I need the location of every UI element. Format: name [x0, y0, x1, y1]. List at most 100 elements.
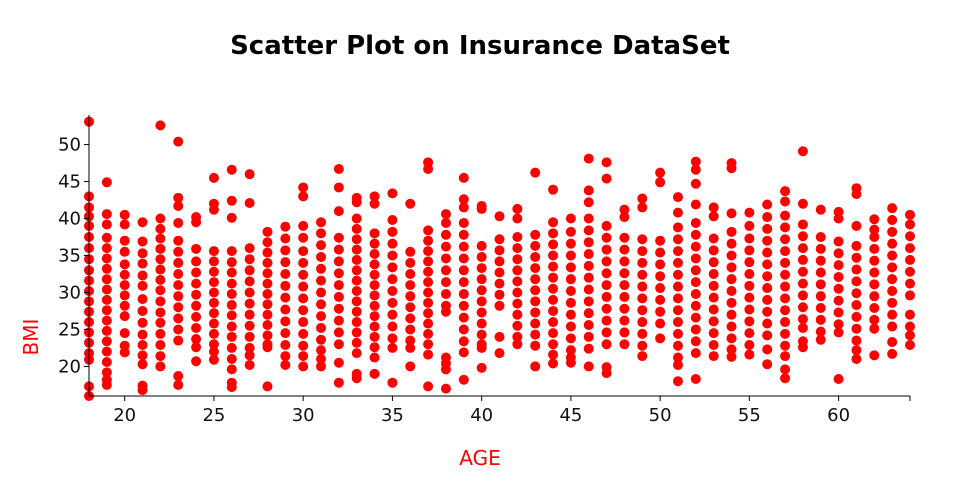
- scatter-point: [833, 319, 844, 330]
- scatter-point: [405, 335, 416, 346]
- scatter-point: [601, 315, 612, 326]
- scatter-point: [815, 291, 826, 302]
- scatter-point: [262, 320, 273, 331]
- scatter-point: [601, 220, 612, 231]
- scatter-point: [512, 243, 523, 254]
- scatter-point: [530, 240, 541, 251]
- scatter-point: [101, 294, 112, 305]
- scatter-point: [351, 327, 362, 338]
- scatter-point: [137, 339, 148, 350]
- scatter-point: [548, 305, 559, 316]
- scatter-point: [762, 294, 773, 305]
- scatter-point: [244, 298, 255, 309]
- scatter-point: [316, 322, 327, 333]
- scatter-point: [101, 305, 112, 316]
- scatter-point: [869, 243, 880, 254]
- scatter-point: [155, 328, 166, 339]
- scatter-point: [869, 214, 880, 225]
- scatter-point: [119, 280, 130, 291]
- scatter-point: [797, 322, 808, 333]
- scatter-point: [869, 255, 880, 266]
- scatter-point: [726, 285, 737, 296]
- scatter-point: [905, 266, 915, 277]
- scatter-point: [905, 209, 915, 220]
- scatter-point: [244, 276, 255, 287]
- scatter-point: [565, 262, 576, 273]
- scatter-point: [333, 256, 344, 267]
- scatter-point: [494, 289, 505, 300]
- scatter-point: [655, 294, 666, 305]
- scatter-point: [316, 240, 327, 251]
- scatter-point: [191, 289, 202, 300]
- scatter-point: [369, 290, 380, 301]
- scatter-point: [672, 340, 683, 351]
- scatter-point: [530, 340, 541, 351]
- scatter-point: [869, 323, 880, 334]
- scatter-point: [458, 217, 469, 228]
- scatter-point: [887, 309, 898, 320]
- scatter-point: [655, 177, 666, 188]
- y-axis-ticks: 20 25 30 35 40 45 50: [58, 135, 89, 377]
- scatter-point: [833, 373, 844, 384]
- scatter-point: [780, 305, 791, 316]
- scatter-point: [548, 239, 559, 250]
- scatter-point: [173, 313, 184, 324]
- scatter-point: [655, 247, 666, 258]
- scatter-point: [780, 222, 791, 233]
- scatter-point: [619, 244, 630, 255]
- y-tick-label: 20: [58, 356, 81, 377]
- scatter-point: [387, 285, 398, 296]
- scatter-point: [833, 271, 844, 282]
- scatter-point: [797, 342, 808, 353]
- scatter-point: [155, 339, 166, 350]
- scatter-point: [762, 235, 773, 246]
- scatter-point: [476, 307, 487, 318]
- scatter-point: [690, 373, 701, 384]
- scatter-point: [905, 290, 915, 301]
- scatter-point: [173, 379, 184, 390]
- scatter-point: [780, 186, 791, 197]
- scatter-point: [298, 305, 309, 316]
- scatter-point: [173, 192, 184, 203]
- scatter-point: [887, 285, 898, 296]
- scatter-point: [887, 226, 898, 237]
- scatter-point: [101, 232, 112, 243]
- scatter-point: [512, 331, 523, 342]
- scatter-point: [423, 308, 434, 319]
- scatter-point: [333, 232, 344, 243]
- scatter-point: [298, 293, 309, 304]
- scatter-point: [637, 351, 648, 362]
- scatter-point: [583, 237, 594, 248]
- scatter-point: [137, 317, 148, 328]
- scatter-point: [208, 172, 219, 183]
- scatter-point: [351, 285, 362, 296]
- scatter-point: [744, 207, 755, 218]
- scatter-point: [137, 258, 148, 269]
- scatter-point: [726, 226, 737, 237]
- scatter-point: [548, 217, 559, 228]
- scatter-point: [155, 317, 166, 328]
- scatter-point: [226, 354, 237, 365]
- scatter-point: [440, 277, 451, 288]
- x-tick-label: 60: [827, 405, 850, 426]
- scatter-point: [833, 307, 844, 318]
- scatter-point: [780, 281, 791, 292]
- scatter-point: [155, 254, 166, 265]
- scatter-point: [208, 277, 219, 288]
- scatter-point: [851, 264, 862, 275]
- scatter-point: [530, 307, 541, 318]
- scatter-point: [744, 328, 755, 339]
- scatter-point: [101, 379, 112, 390]
- scatter-point: [744, 268, 755, 279]
- scatter-point: [797, 266, 808, 277]
- scatter-point: [191, 278, 202, 289]
- scatter-point: [637, 317, 648, 328]
- y-tick-label: 30: [58, 282, 81, 303]
- scatter-point: [708, 233, 719, 244]
- scatter-point: [905, 219, 915, 230]
- x-tick-label: 35: [381, 405, 404, 426]
- scatter-point: [637, 234, 648, 245]
- scatter-point: [762, 247, 773, 258]
- scatter-point: [887, 348, 898, 359]
- scatter-point: [405, 257, 416, 268]
